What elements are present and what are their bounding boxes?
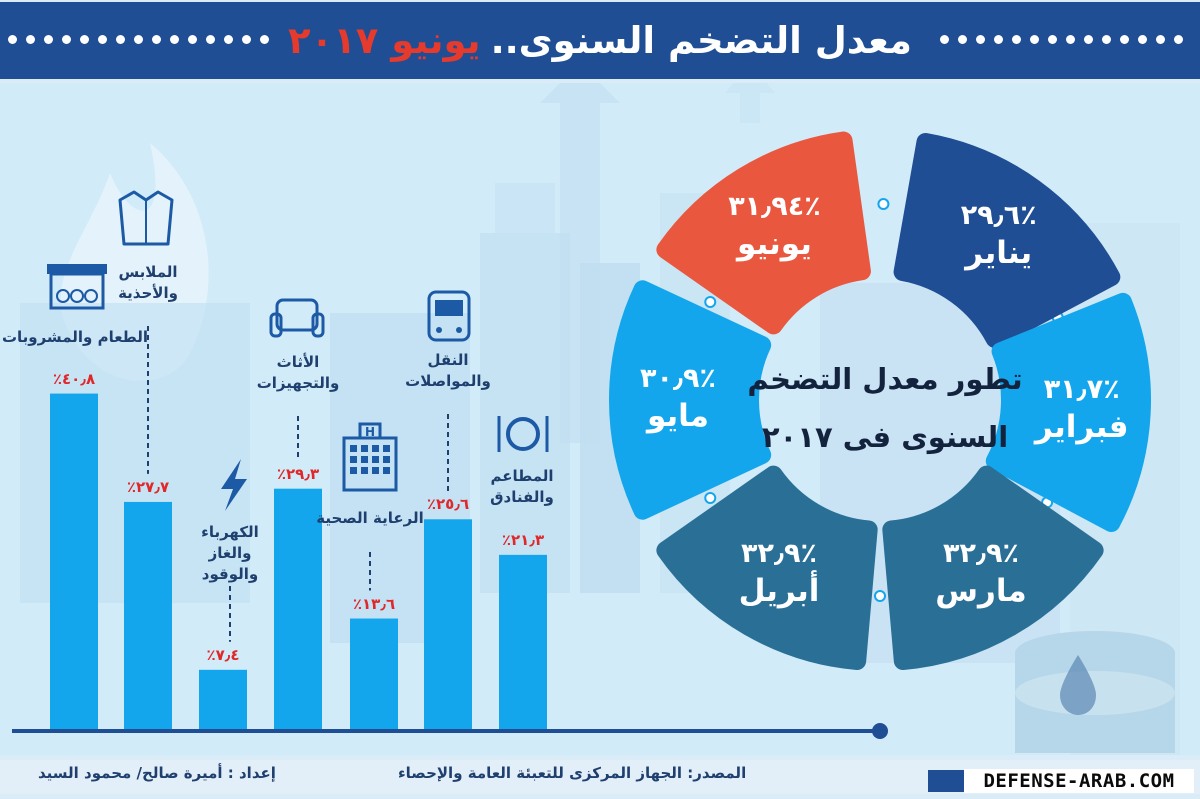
bus-icon bbox=[427, 290, 471, 342]
ring-segment-month: مايو bbox=[647, 398, 709, 434]
ring-connector-dot bbox=[877, 198, 890, 211]
bar-category-label: النقل والمواصلات bbox=[405, 351, 491, 390]
ring-segment-5 bbox=[609, 280, 772, 520]
bar-5 bbox=[350, 618, 398, 731]
ring-center-title: تطور معدل التضخم السنوى فى ٢٠١٧ bbox=[720, 350, 1050, 466]
bar-chart: H bbox=[12, 190, 888, 739]
plate-cutlery-icon bbox=[497, 416, 549, 452]
bar-value-label: ٪٧٫٤ bbox=[206, 645, 240, 664]
header: معدل التضخم السنوى.. يونيو ٢٠١٧ bbox=[0, 0, 1200, 83]
bar-category-label: الملابس والأحذية bbox=[118, 263, 178, 302]
icons-group: H bbox=[47, 190, 549, 511]
bar-value-label: ٪٢٧٫٧ bbox=[126, 477, 170, 496]
hospital-icon: H bbox=[342, 422, 398, 492]
brand-watermark: DEFENSE-ARAB.COM bbox=[964, 769, 1194, 793]
ring-segments bbox=[609, 131, 1151, 671]
ring-segment-label: ٪٣٠٫٩ مايو bbox=[588, 362, 768, 436]
ring-center-title-line2: السنوى فى ٢٠١٧ bbox=[761, 420, 1009, 454]
bar-category-label: الكهرباء والغاز والوقود bbox=[201, 523, 259, 583]
footer-credits: إعداد : أميرة صالح/ محمود السيد bbox=[38, 764, 276, 782]
ring-segment-value: ٪٣٢٫٩ bbox=[740, 537, 817, 569]
bar-category-label: الرعاية الصحية bbox=[316, 509, 424, 527]
bars-group bbox=[50, 393, 547, 731]
bar-2 bbox=[124, 501, 172, 731]
ring-segment-3 bbox=[882, 465, 1104, 671]
ring-segment-label: ٪٣٢٫٩ أبريل bbox=[689, 537, 869, 611]
ring-segment-label: ٪٢٩٫٦ يناير bbox=[909, 199, 1089, 273]
ring-segment-6 bbox=[656, 131, 871, 335]
page-title: معدل التضخم السنوى.. يونيو ٢٠١٧ bbox=[285, 12, 915, 68]
bar-3 bbox=[199, 669, 247, 731]
bar-value-label: ٪٢٥٫٦ bbox=[426, 495, 470, 514]
ring-segment-value: ٪٢٩٫٦ bbox=[960, 199, 1037, 231]
bar-category-label: الطعام والمشروبات bbox=[1, 328, 149, 346]
bar-4 bbox=[274, 488, 322, 731]
leaders-group bbox=[147, 326, 449, 642]
shirt-icon bbox=[118, 190, 174, 246]
ring-segment-value: ٪٣٠٫٩ bbox=[639, 363, 716, 394]
ring-segment-month: فبراير bbox=[1034, 408, 1129, 445]
ring-segment-label: ٪٣١٫٧ فبراير bbox=[992, 373, 1172, 447]
bar-7 bbox=[499, 554, 547, 731]
ring-connector-dot bbox=[704, 296, 717, 308]
header-dots-left bbox=[8, 30, 269, 48]
ring-segment-value: ٪٣١٫٩٤ bbox=[728, 190, 821, 222]
ring-segment-1 bbox=[893, 132, 1121, 348]
armchair-icon bbox=[269, 298, 325, 338]
ring-segment-month: مارس bbox=[935, 572, 1027, 609]
ring-segment-value: ٪٣٢٫٩ bbox=[942, 537, 1019, 569]
x-axis-end-dot bbox=[872, 723, 888, 739]
ring-segment-month: يونيو bbox=[737, 225, 812, 262]
bar-value-label: ٪٢٩٫٣ bbox=[276, 464, 320, 483]
bar-6 bbox=[424, 519, 472, 731]
ring-segment-label: ٪٣١٫٩٤ يونيو bbox=[684, 190, 864, 264]
market-stall-icon bbox=[47, 264, 107, 310]
bar-value-label: ٪١٣٫٦ bbox=[352, 594, 396, 613]
header-dots-right bbox=[940, 30, 1183, 48]
page-title-main: معدل التضخم السنوى.. bbox=[490, 18, 912, 62]
bar-1 bbox=[50, 393, 98, 731]
ring-segment-month: أبريل bbox=[738, 572, 820, 609]
footer-source: المصدر: الجهاز المركزى للتعبئة العامة وا… bbox=[398, 764, 747, 782]
bar-value-label: ٪٤٠٫٨ bbox=[52, 369, 96, 388]
page-title-highlight: يونيو ٢٠١٧ bbox=[288, 18, 481, 62]
ring-segment-value: ٪٣١٫٧ bbox=[1043, 373, 1120, 405]
svg-text:H: H bbox=[365, 425, 375, 439]
bar-category-label: الأثاث والتجهيزات bbox=[256, 353, 340, 392]
ring-segment-label: ٪٣٢٫٩ مارس bbox=[891, 537, 1071, 611]
ring-connector-dot bbox=[874, 590, 886, 602]
ring-center-title-line1: تطور معدل التضخم bbox=[747, 362, 1023, 396]
ring-segment-4 bbox=[656, 465, 878, 671]
ring-connector-dot bbox=[704, 492, 717, 504]
brand-logo-strip bbox=[928, 770, 968, 792]
bar-category-label: المطاعم والفنادق bbox=[490, 467, 554, 506]
bar-value-label: ٪٢١٫٣ bbox=[501, 530, 545, 549]
ring-segment-month: يناير bbox=[965, 234, 1033, 271]
ring-segment-2 bbox=[985, 292, 1151, 533]
lightning-icon bbox=[221, 459, 247, 511]
